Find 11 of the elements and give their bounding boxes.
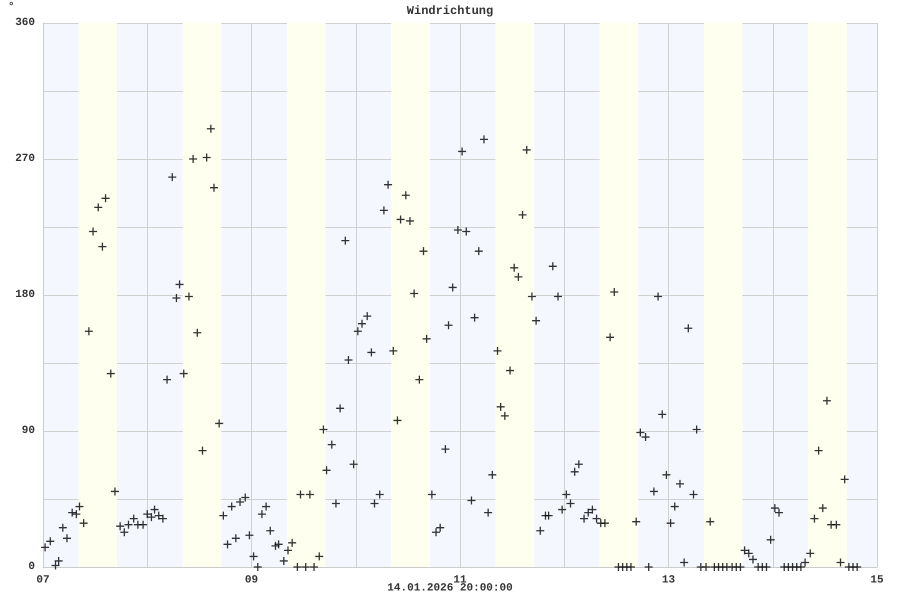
y-tick-label: 180 <box>15 289 35 301</box>
x-tick-label: 13 <box>662 574 676 586</box>
y-tick-label: 0 <box>28 561 35 573</box>
y-tick-label: 360 <box>15 17 35 29</box>
y-tick-label: 90 <box>22 425 35 437</box>
y-axis-title: ° <box>8 2 15 14</box>
chart-title: Windrichtung <box>406 4 494 18</box>
x-tick-label: 15 <box>870 574 884 586</box>
x-tick-label: 09 <box>244 574 258 586</box>
x-tick-label: 07 <box>36 574 50 586</box>
y-tick-label: 270 <box>15 153 35 165</box>
